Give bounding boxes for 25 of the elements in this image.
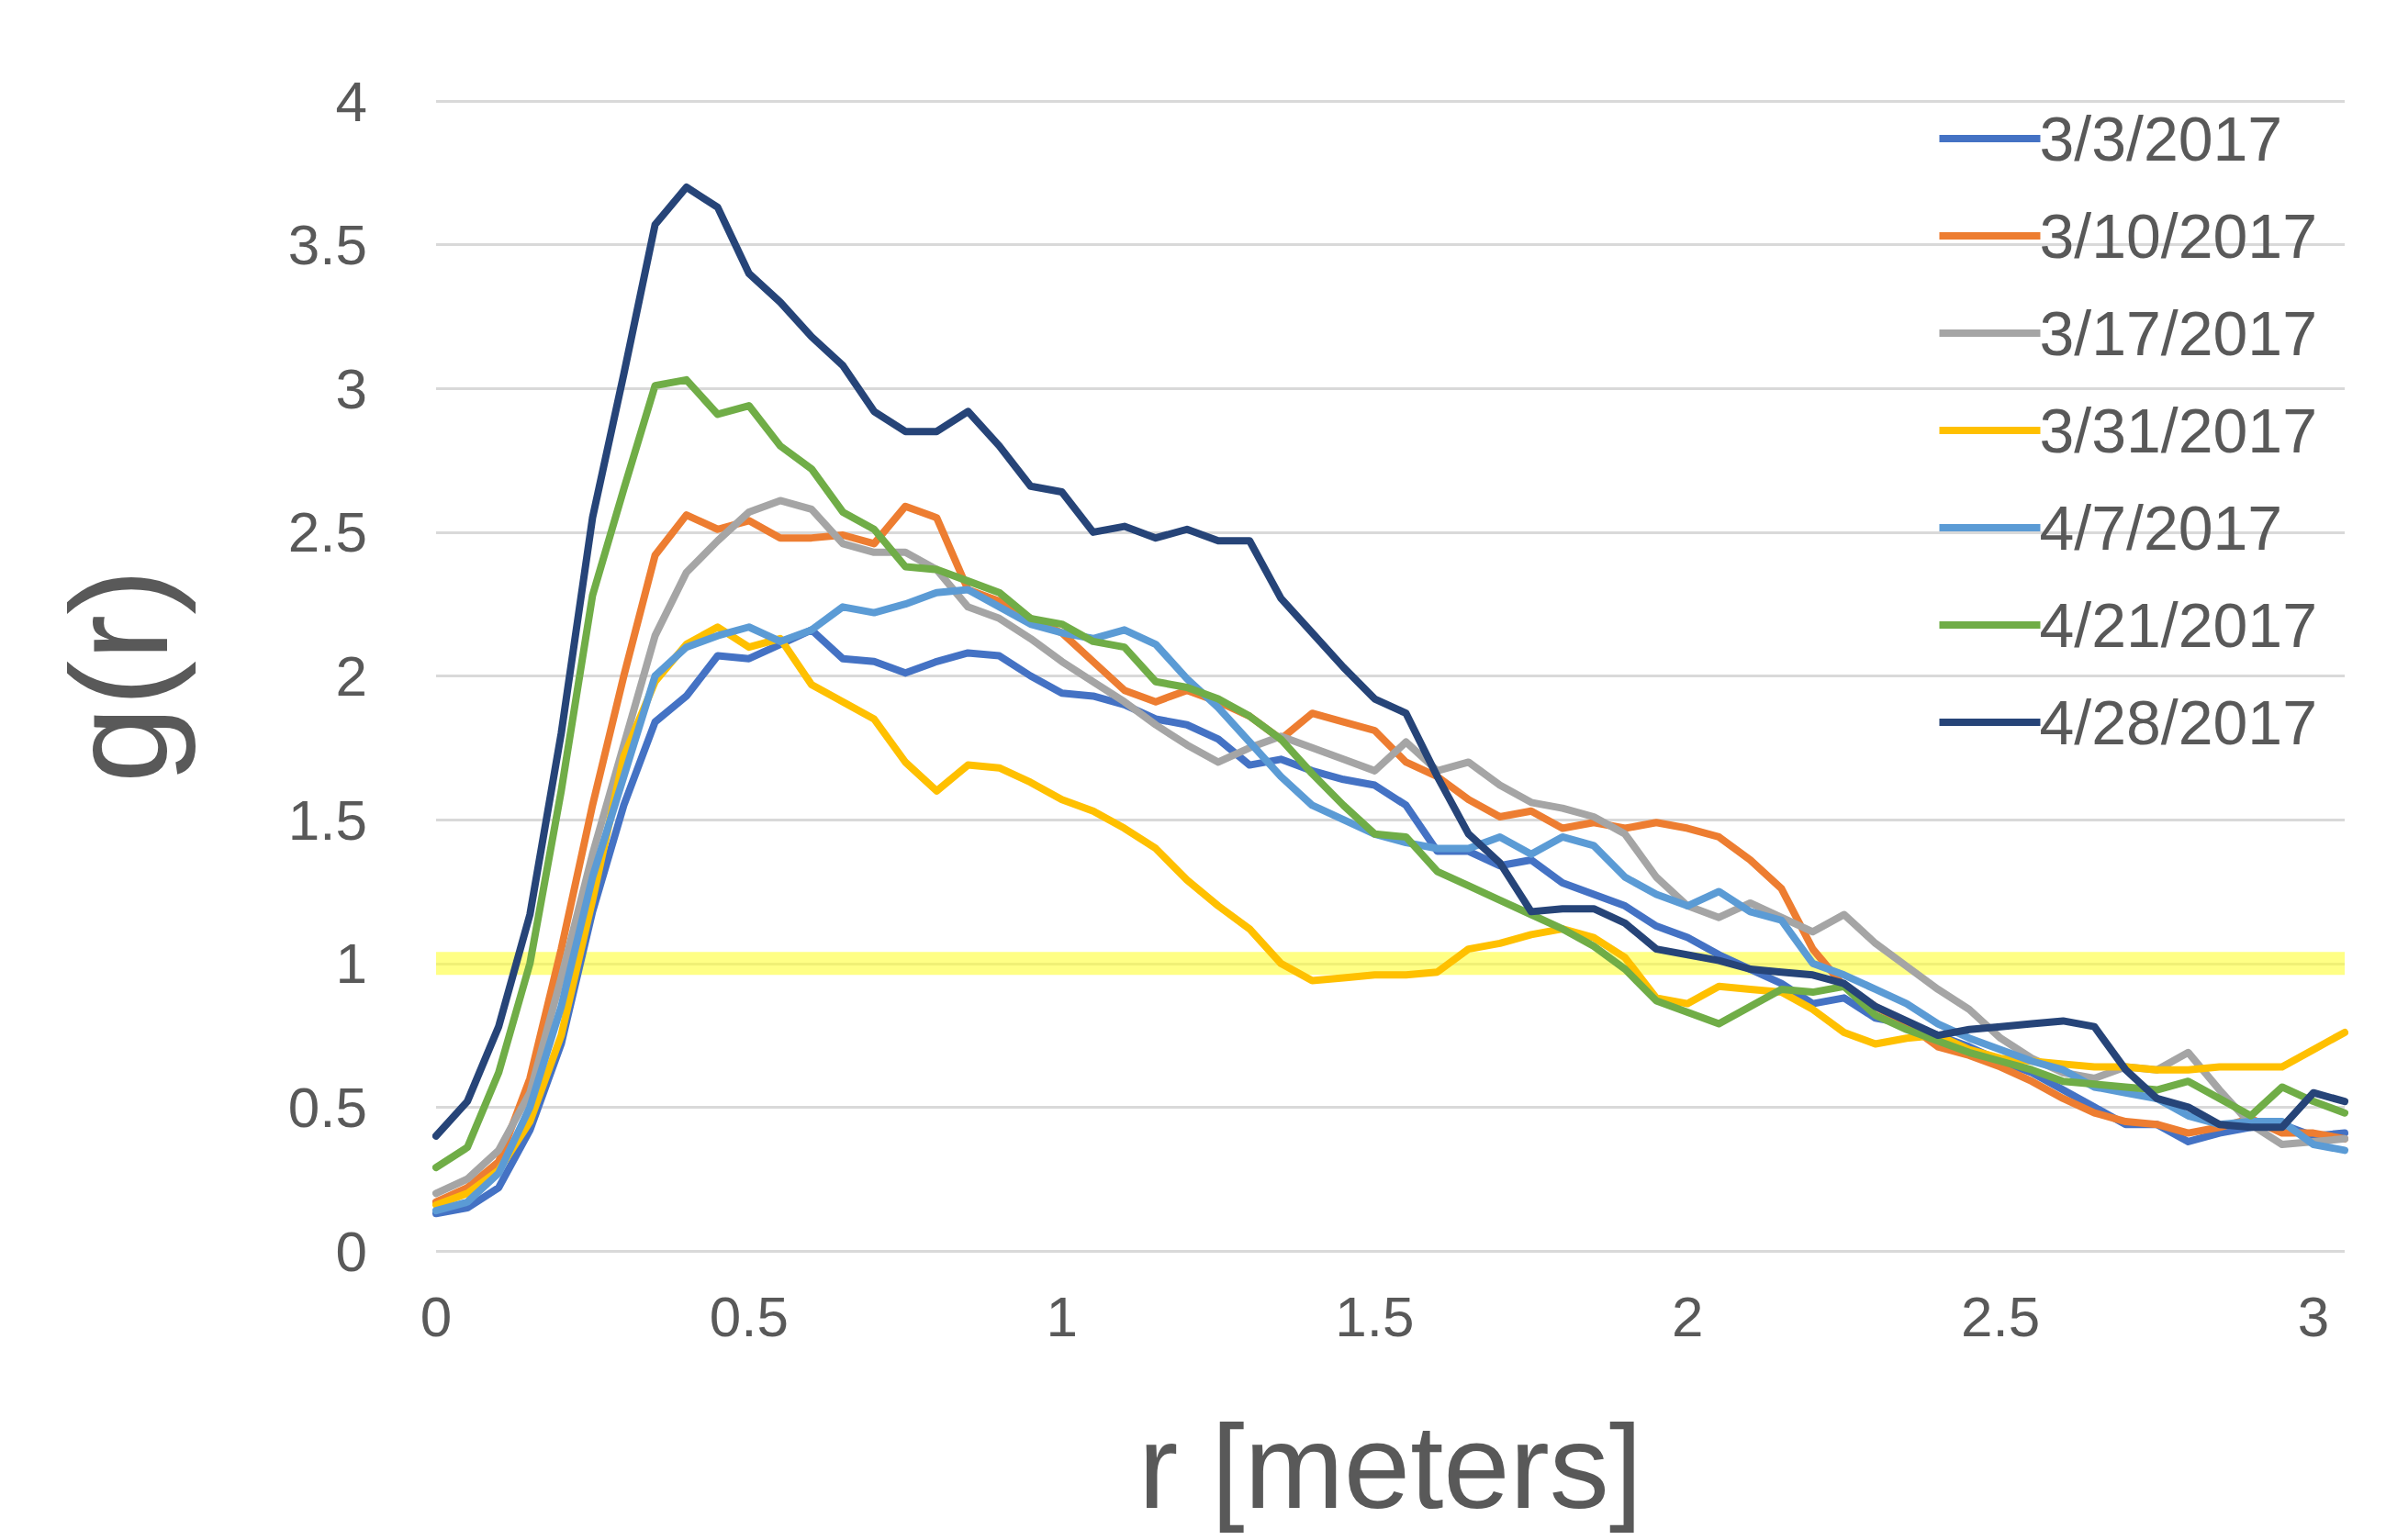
legend-label: 4/7/2017 (2039, 493, 2283, 563)
x-tick-label: 0 (420, 1284, 453, 1348)
y-tick-label: 2.5 (287, 500, 367, 564)
y-tick-label: 0.5 (287, 1075, 367, 1139)
x-tick-label: 2.5 (1961, 1284, 2041, 1348)
y-tick-label: 1 (335, 932, 367, 996)
y-tick-label: 1.5 (287, 787, 367, 852)
y-tick-label: 3 (335, 356, 367, 420)
legend-label: 3/10/2017 (2039, 201, 2317, 271)
y-tick-label: 0 (335, 1219, 367, 1283)
legend-label: 4/28/2017 (2039, 687, 2317, 757)
x-tick-label: 1 (1046, 1284, 1078, 1348)
legend-label: 4/21/2017 (2039, 590, 2317, 660)
y-tick-label: 2 (335, 644, 367, 708)
legend-label: 3/31/2017 (2039, 396, 2317, 465)
y-tick-label: 4 (335, 69, 367, 133)
x-tick-label: 3 (2297, 1284, 2330, 1348)
legend-label: 3/3/2017 (2039, 104, 2283, 173)
x-axis-title: r [meters] (1138, 1400, 1642, 1534)
x-tick-label: 0.5 (709, 1284, 789, 1348)
x-tick-label: 2 (1672, 1284, 1704, 1348)
legend-label: 3/17/2017 (2039, 298, 2317, 368)
y-tick-label: 3.5 (287, 213, 367, 277)
y-axis-title: g(r) (42, 568, 196, 784)
x-tick-label: 1.5 (1335, 1284, 1415, 1348)
